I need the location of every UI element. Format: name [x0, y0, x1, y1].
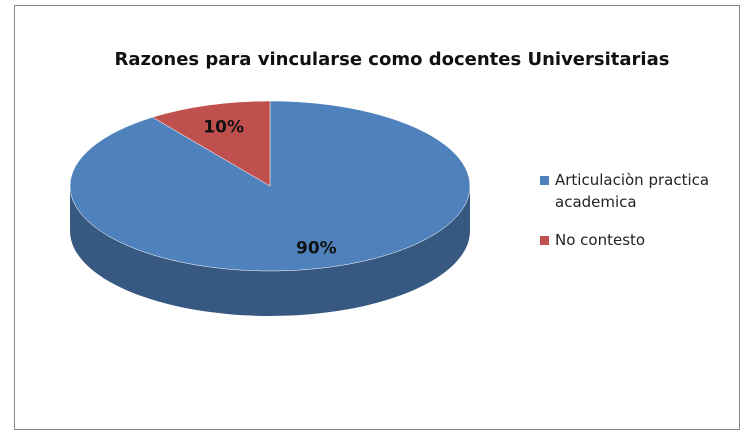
data-label: 90%	[296, 239, 337, 259]
data-label: 10%	[203, 117, 244, 137]
legend-label: Articulaciòn practica academica	[555, 171, 710, 211]
legend-item: No contesto	[540, 229, 720, 251]
slice-side	[70, 186, 470, 316]
legend-swatch	[540, 176, 549, 185]
legend-item: Articulaciòn practica academica	[540, 169, 720, 213]
legend-swatch	[540, 236, 549, 245]
slice	[151, 100, 271, 187]
legend-label: No contesto	[555, 231, 646, 249]
chart-title: Razones para vincularse como docentes Un…	[115, 49, 670, 70]
